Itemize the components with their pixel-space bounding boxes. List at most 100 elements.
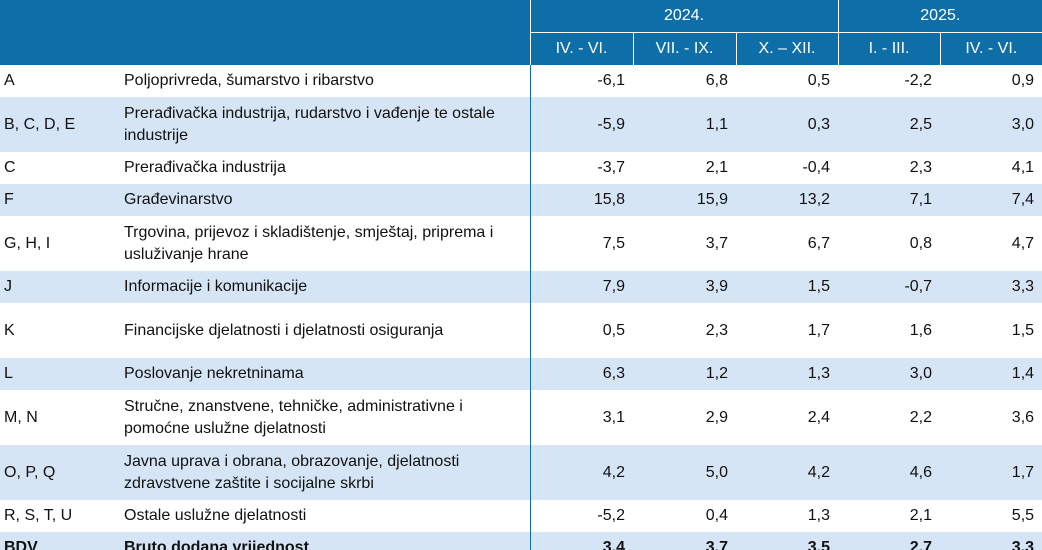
- value-cell: -0,4: [802, 159, 831, 176]
- value-cell: 6,3: [529, 358, 633, 390]
- code-cell: F: [0, 184, 120, 216]
- value-cell: 2,7: [838, 532, 941, 550]
- value-cell: -5,2: [529, 500, 633, 532]
- value-cell: -6,1: [529, 65, 633, 97]
- value-cell: 3,7: [633, 532, 736, 550]
- group-header: 2025.: [837, 0, 1042, 33]
- code-cell: M, N: [4, 408, 38, 426]
- code-cell: B, C, D, E: [0, 97, 120, 152]
- code-cell: O, P, Q: [0, 445, 120, 500]
- table-row: L Poslovanje nekretninama 6,3 1,2 1,3 3,0 1,4: [0, 358, 1042, 390]
- value-cell: 7,4: [940, 184, 1042, 216]
- value-cell: 2,2: [909, 408, 933, 426]
- value-cell: 3,0: [940, 97, 1042, 152]
- table-row: J Informacije i komunikacije 7,9 3,9 1,5 -0,7…: [0, 271, 1042, 303]
- value-cell: 4,2: [529, 445, 633, 500]
- value-cell: -0,7: [838, 271, 941, 303]
- value-cell: 1,2: [633, 358, 736, 390]
- value-cell: 15,9: [633, 184, 736, 216]
- code-cell: C: [4, 159, 16, 176]
- value-cell: 3,6: [1011, 408, 1035, 426]
- table-row: R, S, T, U Ostale uslužne djelatnosti -5,2…: [0, 500, 1042, 532]
- code-cell: G, H, I: [4, 234, 51, 252]
- value-cell: 0,9: [1011, 72, 1035, 89]
- period-header: IV. - VI.: [529, 32, 633, 65]
- period-header: VII. - IX.: [632, 32, 736, 65]
- value-cell: 1,4: [940, 358, 1042, 390]
- label-cell: Poslovanje nekretninama: [120, 358, 530, 390]
- value-cell: 3,1: [529, 390, 633, 445]
- value-cell: 3,3: [940, 532, 1042, 550]
- label-cell: Bruto dodana vrijednost: [120, 532, 530, 550]
- value-cell: 7,9: [529, 271, 633, 303]
- value-cell: 2,5: [838, 97, 941, 152]
- table-row: K Financijske djelatnosti i djelatnosti o…: [0, 303, 1042, 358]
- value-cell: 2,1: [705, 159, 728, 176]
- value-cell: -5,9: [529, 97, 633, 152]
- code-cell: BDV: [0, 532, 120, 550]
- label-cell: Poljoprivreda, šumarstvo i ribarstvo: [124, 72, 374, 89]
- value-cell: 7,1: [838, 184, 941, 216]
- value-cell: 1,5: [1011, 321, 1035, 339]
- value-cell: 4,2: [736, 445, 839, 500]
- value-cell: 1,3: [736, 358, 839, 390]
- value-cell: 4,7: [1011, 234, 1035, 252]
- value-cell: 7,5: [529, 216, 633, 271]
- label-cell: Ostale uslužne djelatnosti: [124, 507, 307, 524]
- label-cell: Prerađivačka industrija, rudarstvo i vađ…: [120, 97, 530, 152]
- value-cell: 2,3: [909, 159, 933, 176]
- value-cell: 1,3: [807, 507, 831, 524]
- value-cell: 2,4: [807, 408, 831, 426]
- period-header: X. – XII.: [735, 32, 839, 65]
- value-cell: 3,0: [838, 358, 941, 390]
- value-cell: 3,5: [736, 532, 839, 550]
- table-row: F Građevinarstvo 15,8 15,9 13,2 7,1 7,4: [0, 184, 1042, 216]
- value-cell: 0,3: [736, 97, 839, 152]
- table-row: M, N Stručne, znanstvene, tehničke, admin…: [0, 390, 1042, 445]
- code-cell: L: [0, 358, 120, 390]
- value-cell: 0,8: [909, 234, 933, 252]
- period-header: IV. - VI.: [939, 32, 1042, 65]
- value-cell: -3,7: [529, 152, 633, 184]
- value-cell: 15,8: [529, 184, 633, 216]
- period-header: I. - III.: [837, 32, 941, 65]
- table-row: BDV Bruto dodana vrijednost 3,4 3,7 3,5 2,7 3,…: [0, 532, 1042, 550]
- value-cell: 5,5: [1011, 507, 1035, 524]
- value-cell: 5,0: [633, 445, 736, 500]
- value-cell: 2,9: [705, 408, 728, 426]
- value-cell: 2,3: [705, 321, 728, 339]
- table-row: B, C, D, E Prerađivačka industrija, rudar…: [0, 97, 1042, 152]
- value-cell: 2,1: [909, 507, 933, 524]
- value-cell: 13,2: [736, 184, 839, 216]
- group-header: 2024.: [529, 0, 839, 33]
- label-cell: Informacije i komunikacije: [120, 271, 530, 303]
- value-cell: 3,4: [529, 532, 633, 550]
- code-cell: J: [0, 271, 120, 303]
- header-cell: [0, 0, 120, 65]
- value-cell: 6,8: [705, 72, 728, 89]
- label-cell: Trgovina, prijevoz i skladištenje, smješ…: [124, 223, 494, 263]
- header-cell: [120, 0, 530, 65]
- table-row: G, H, I Trgovina, prijevoz i skladištenje…: [0, 216, 1042, 271]
- value-cell: 1,5: [736, 271, 839, 303]
- value-cell: 1,7: [807, 321, 831, 339]
- value-cell: -2,2: [904, 72, 933, 89]
- label-cell: Financijske djelatnosti i djelatnosti os…: [124, 321, 444, 339]
- table-row: A Poljoprivreda, šumarstvo i ribarstvo -6,…: [0, 65, 1042, 97]
- value-cell: 0,4: [705, 507, 728, 524]
- label-cell: Prerađivačka industrija: [124, 159, 286, 176]
- label-cell: Stručne, znanstvene, tehničke, administr…: [124, 397, 463, 437]
- value-cell: 4,1: [1011, 159, 1035, 176]
- value-cell: 3,9: [633, 271, 736, 303]
- code-cell: A: [4, 72, 15, 89]
- label-cell: Građevinarstvo: [120, 184, 530, 216]
- value-cell: 0,5: [807, 72, 831, 89]
- value-cell: 0,5: [529, 303, 633, 358]
- code-cell: R, S, T, U: [4, 507, 73, 524]
- table-row: O, P, Q Javna uprava i obrana, obrazovanj…: [0, 445, 1042, 500]
- value-cell: 3,3: [940, 271, 1042, 303]
- table-row: C Prerađivačka industrija -3,7 2,1 -0,4 2,3 4,…: [0, 152, 1042, 184]
- label-cell: Javna uprava i obrana, obrazovanje, djel…: [120, 445, 530, 500]
